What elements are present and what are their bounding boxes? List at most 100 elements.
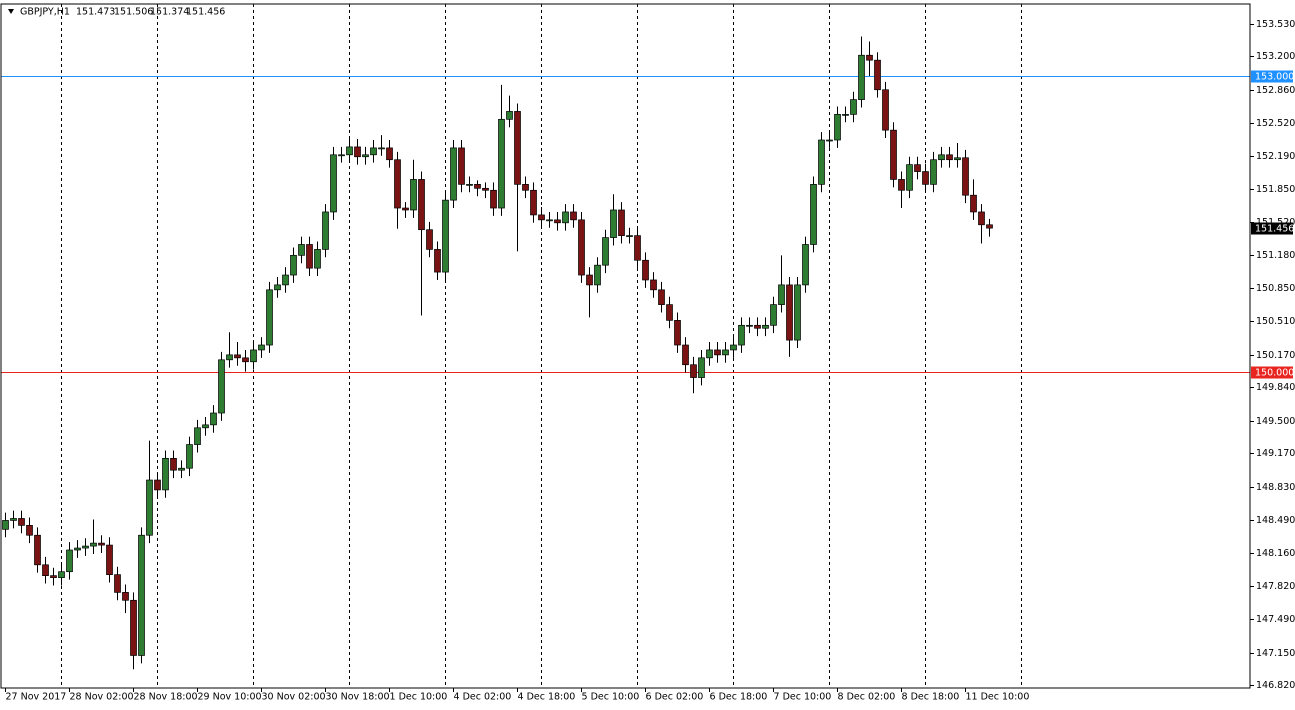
candle-body <box>202 424 209 429</box>
candle-body <box>698 357 705 378</box>
candle-body <box>586 274 593 286</box>
candle-body <box>74 547 81 551</box>
candle-body <box>834 114 841 141</box>
last-high: 151.506 <box>114 7 153 18</box>
x-tick-label: 29 Nov 10:00 <box>198 692 262 703</box>
candle-body <box>906 164 913 191</box>
candle-body <box>402 207 409 211</box>
candle-body <box>618 209 625 236</box>
candle-body <box>410 179 417 211</box>
candle-body <box>714 349 721 356</box>
y-tick-label: 148.830 <box>1256 482 1295 493</box>
candle-body <box>762 324 769 329</box>
candle-body <box>90 542 97 547</box>
candle-body <box>626 235 633 237</box>
candle-body <box>306 244 313 269</box>
y-tick-label: 152.860 <box>1256 85 1295 96</box>
y-tick-label: 148.160 <box>1256 548 1295 559</box>
candle-body <box>450 147 457 201</box>
level-tag <box>1251 366 1293 379</box>
candle-body <box>466 184 473 186</box>
candle-body <box>706 349 713 359</box>
candle-body <box>250 349 257 363</box>
candle-body <box>50 575 57 578</box>
x-tick-label: 11 Dec 10:00 <box>966 692 1030 703</box>
y-tick-label: 149.500 <box>1256 416 1295 427</box>
candle-body <box>882 89 889 131</box>
candle-body <box>642 259 649 281</box>
candle-body <box>986 224 993 229</box>
candle-body <box>434 249 441 273</box>
candle-body <box>898 179 905 191</box>
candle-body <box>122 592 129 601</box>
y-tick-label: 151.180 <box>1256 250 1295 261</box>
candle-body <box>26 525 33 536</box>
candle-body <box>210 412 217 426</box>
candle-body <box>554 219 561 224</box>
candle-body <box>802 244 809 286</box>
candle-body <box>842 114 849 116</box>
menu-arrow[interactable] <box>8 9 14 14</box>
candle-body <box>594 264 601 286</box>
candle-body <box>66 549 73 573</box>
level-tag <box>1251 70 1293 83</box>
candle-body <box>178 467 185 471</box>
candle-body <box>106 544 113 576</box>
candle-body <box>290 254 297 276</box>
candle-body <box>514 111 521 185</box>
x-tick-label: 4 Dec 18:00 <box>518 692 576 703</box>
y-tick-label: 150.170 <box>1256 350 1295 361</box>
candle-body <box>170 458 177 471</box>
candle-body <box>522 184 529 191</box>
plot-frame <box>0 3 1251 689</box>
candle-body <box>754 324 761 329</box>
x-tick-label: 8 Dec 02:00 <box>838 692 896 703</box>
candle-body <box>34 534 41 566</box>
candle-body <box>378 147 385 150</box>
candle-body <box>666 304 673 321</box>
candle-body <box>130 599 137 656</box>
candle-body <box>314 249 321 269</box>
candle-body <box>658 289 665 305</box>
candle-body <box>362 154 369 158</box>
candle-body <box>978 211 985 226</box>
x-tick-label: 30 Nov 18:00 <box>326 692 390 703</box>
y-tick-label: 153.200 <box>1256 51 1295 62</box>
candle-body <box>786 284 793 341</box>
candle-body <box>946 154 953 161</box>
candle-body <box>394 159 401 209</box>
candle-body <box>490 189 497 209</box>
candle-body <box>818 139 825 185</box>
candle-body <box>866 54 873 61</box>
x-tick-label: 4 Dec 02:00 <box>454 692 512 703</box>
candle-body <box>634 235 641 261</box>
last-close: 151.456 <box>186 7 225 18</box>
candle-body <box>610 209 617 238</box>
candle-body <box>954 157 961 161</box>
last-open: 151.473 <box>76 7 115 18</box>
candle-body <box>562 211 569 224</box>
y-tick-label: 153.530 <box>1256 19 1295 30</box>
candle-body <box>722 349 729 356</box>
symbol: GBPJPY,H1 <box>20 7 70 18</box>
candle-body <box>482 187 489 191</box>
candle-body <box>530 189 537 216</box>
candle-body <box>10 518 17 521</box>
y-tick-label: 146.820 <box>1256 680 1295 691</box>
candle-body <box>338 154 345 157</box>
candle-body <box>794 284 801 341</box>
candle-body <box>826 139 833 142</box>
candle-body <box>82 545 89 549</box>
y-tick-label: 147.490 <box>1256 614 1295 625</box>
candle-body <box>266 289 273 346</box>
y-tick-label: 152.190 <box>1256 151 1295 162</box>
x-tick-label: 28 Nov 18:00 <box>134 692 198 703</box>
x-tick-label: 1 Dec 10:00 <box>390 692 448 703</box>
x-tick-label: 5 Dec 10:00 <box>582 692 640 703</box>
candle-body <box>962 157 969 196</box>
last-low: 151.374 <box>150 7 189 18</box>
candle-body <box>578 219 585 276</box>
candle-body <box>426 229 433 250</box>
